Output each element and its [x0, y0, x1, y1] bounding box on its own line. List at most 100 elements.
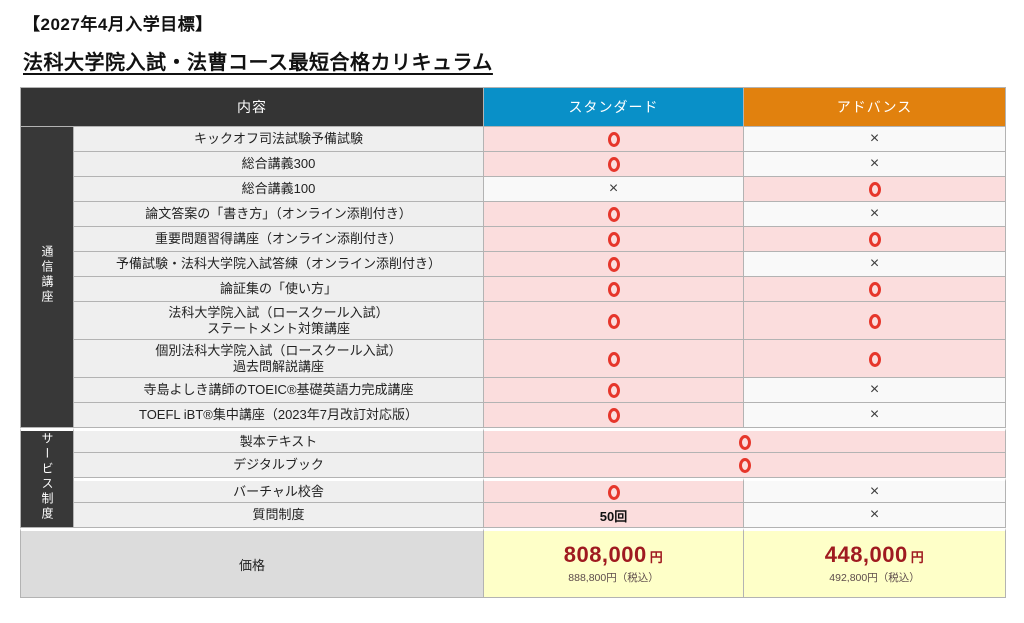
- table-row: デジタルブック: [20, 453, 1006, 478]
- advance-cell: ×: [744, 127, 1006, 152]
- category-cell: 通信講座: [20, 127, 74, 428]
- advance-price: 448,000 円: [744, 543, 1005, 567]
- advance-price-tax-included: 492,800円（税込）: [829, 571, 920, 584]
- standard-cell: [484, 152, 744, 177]
- price-row: 価格 808,000 円 888,800円（税込） 448,000 円 492,80…: [20, 528, 1006, 598]
- advance-cell: ×: [744, 252, 1006, 277]
- course-label: キックオフ司法試験予備試験: [74, 127, 484, 152]
- table-row: 寺島よしき講師のTOEIC®基礎英語力完成講座 ×: [20, 378, 1006, 403]
- standard-cell: [484, 378, 744, 403]
- table-row: 論証集の「使い方」: [20, 277, 1006, 302]
- included-circle-icon: [607, 232, 620, 248]
- advance-cell: ×: [744, 202, 1006, 227]
- course-label: 寺島よしき講師のTOEIC®基礎英語力完成講座: [74, 378, 484, 403]
- excluded-cross-icon: ×: [869, 381, 880, 398]
- table-row: 質問制度 50回 ×: [20, 503, 1006, 528]
- course-label: 法科大学院入試（ロースクール入試） ステートメント対策講座: [74, 302, 484, 340]
- advance-cell: ×: [744, 378, 1006, 403]
- standard-cell: [484, 252, 744, 277]
- included-circle-icon: [868, 282, 881, 298]
- curriculum-comparison-table: 内容 スタンダード アドバンス 通信講座 キックオフ司法試験予備試験 × 総合講義30…: [20, 87, 1006, 598]
- standard-cell: [484, 478, 744, 503]
- advance-price-amount: 448,000: [824, 542, 908, 568]
- included-circle-icon: [607, 257, 620, 273]
- included-circle-icon: [607, 351, 620, 367]
- advance-price-unit: 円: [910, 550, 925, 566]
- included-circle-icon: [607, 132, 620, 148]
- table-row: 予備試験・法科大学院入試答練（オンライン添削付き） ×: [20, 252, 1006, 277]
- course-label: 個別法科大学院入試（ロースクール入試） 過去問解説講座: [74, 340, 484, 378]
- table-body: 通信講座 キックオフ司法試験予備試験 × 総合講義300 × 総合講義100 × 論文答案の「…: [20, 127, 1006, 528]
- course-label: 質問制度: [74, 503, 484, 528]
- merged-plans-cell: [484, 428, 1006, 453]
- standard-cell: 50回: [484, 503, 744, 528]
- question-count-value: 50回: [599, 508, 628, 524]
- standard-cell: [484, 302, 744, 340]
- course-label: 製本テキスト: [74, 428, 484, 453]
- course-label: 予備試験・法科大学院入試答練（オンライン添削付き）: [74, 252, 484, 277]
- standard-price-unit: 円: [649, 550, 664, 566]
- category-vertical-label: サービス制度: [40, 431, 54, 522]
- included-circle-icon: [607, 383, 620, 399]
- included-circle-icon: [607, 157, 620, 173]
- header-advance-plan: アドバンス: [744, 87, 1006, 127]
- category-vertical-label: 通信講座: [40, 244, 54, 305]
- advance-cell: [744, 177, 1006, 202]
- table-row: 重要問題習得講座（オンライン添削付き）: [20, 227, 1006, 252]
- advance-cell: [744, 302, 1006, 340]
- table-row: 法科大学院入試（ロースクール入試） ステートメント対策講座: [20, 302, 1006, 340]
- standard-cell: [484, 227, 744, 252]
- course-label: 重要問題習得講座（オンライン添削付き）: [74, 227, 484, 252]
- excluded-cross-icon: ×: [869, 130, 880, 147]
- included-circle-icon: [607, 484, 620, 500]
- course-label: 論文答案の「書き方」（オンライン添削付き）: [74, 202, 484, 227]
- table-header-row: 内容 スタンダード アドバンス: [20, 87, 1006, 127]
- standard-cell: [484, 202, 744, 227]
- course-label: デジタルブック: [74, 453, 484, 478]
- table-row: 通信講座 キックオフ司法試験予備試験 ×: [20, 127, 1006, 428]
- excluded-cross-icon: ×: [869, 155, 880, 172]
- included-circle-icon: [607, 207, 620, 223]
- course-label: TOEFL iBT®集中講座（2023年7月改訂対応版）: [74, 403, 484, 428]
- advance-cell: [744, 277, 1006, 302]
- header-content: 内容: [20, 87, 484, 127]
- standard-price: 808,000 円: [484, 543, 743, 567]
- included-circle-icon: [868, 182, 881, 198]
- standard-price-amount: 808,000: [563, 542, 647, 568]
- advance-cell: ×: [744, 403, 1006, 428]
- table-row: 個別法科大学院入試（ロースクール入試） 過去問解説講座: [20, 340, 1006, 378]
- excluded-cross-icon: ×: [869, 205, 880, 222]
- included-circle-icon: [738, 458, 751, 474]
- header-standard-plan: スタンダード: [484, 87, 744, 127]
- standard-cell: [484, 403, 744, 428]
- course-label: 総合講義300: [74, 152, 484, 177]
- standard-cell: ×: [484, 177, 744, 202]
- included-circle-icon: [607, 282, 620, 298]
- advance-price-cell: 448,000 円 492,800円（税込）: [744, 528, 1006, 598]
- advance-cell: ×: [744, 503, 1006, 528]
- course-label: 論証集の「使い方」: [74, 277, 484, 302]
- table-row: 総合講義100 ×: [20, 177, 1006, 202]
- table-row: サービス制度 製本テキスト: [20, 428, 1006, 528]
- excluded-cross-icon: ×: [869, 255, 880, 272]
- excluded-cross-icon: ×: [869, 506, 880, 523]
- included-circle-icon: [868, 351, 881, 367]
- curriculum-title: 法科大学院入試・法曹コース最短合格カリキュラム: [23, 52, 493, 74]
- page: 【2027年4月入学目標】 法科大学院入試・法曹コース最短合格カリキュラム 内容…: [20, 15, 1006, 598]
- standard-cell: [484, 340, 744, 378]
- advance-cell: ×: [744, 478, 1006, 503]
- excluded-cross-icon: ×: [869, 406, 880, 423]
- standard-price-tax-included: 888,800円（税込）: [568, 571, 659, 584]
- table-row: 論文答案の「書き方」（オンライン添削付き） ×: [20, 202, 1006, 227]
- standard-cell: [484, 127, 744, 152]
- table-row: バーチャル校舎 ×: [20, 478, 1006, 503]
- table-row: 総合講義300 ×: [20, 152, 1006, 177]
- included-circle-icon: [607, 408, 620, 424]
- excluded-cross-icon: ×: [608, 180, 619, 197]
- standard-price-cell: 808,000 円 888,800円（税込）: [484, 528, 744, 598]
- price-label: 価格: [20, 528, 484, 598]
- enrollment-target-title: 【2027年4月入学目標】: [23, 15, 213, 34]
- category-cell: サービス制度: [20, 428, 74, 528]
- included-circle-icon: [868, 313, 881, 329]
- included-circle-icon: [607, 313, 620, 329]
